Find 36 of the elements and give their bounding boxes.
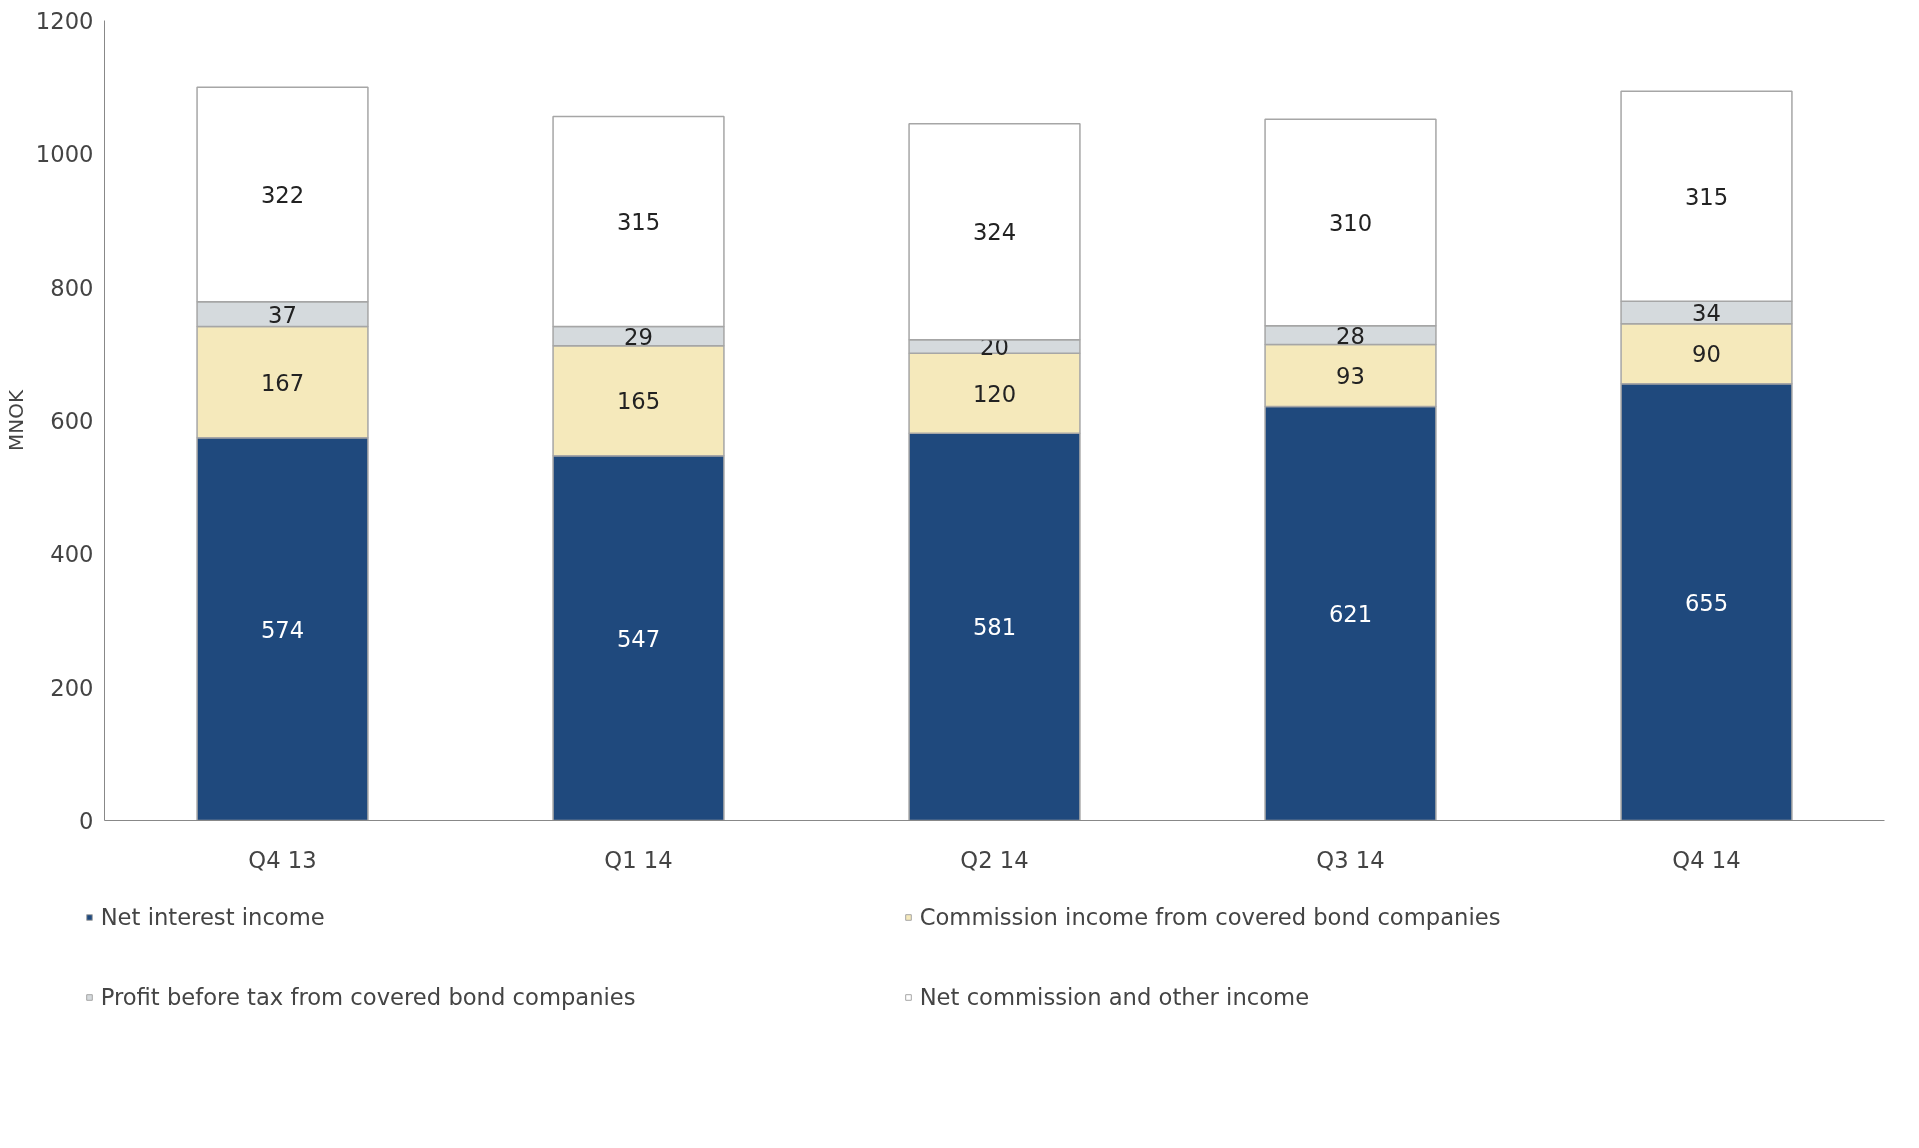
y-tick-label: 200 [50,674,94,701]
legend-label: Commission income from covered bond companies [919,904,1502,930]
data-label: 120 [972,380,1017,407]
x-tick-label: Q4 14 [1672,846,1741,873]
y-tick-label: 1000 [35,141,94,168]
legend-label: Profit before tax from covered bond companies [100,984,637,1010]
data-label: 547 [616,625,661,652]
data-label: 655 [1684,589,1729,616]
y-tick-label: 400 [50,541,94,568]
legend-label: Net interest income [100,904,326,930]
data-label: 165 [616,388,661,415]
x-tick-label: Q4 13 [248,846,317,873]
data-label: 621 [1328,601,1373,627]
data-label: 28 [1336,322,1365,349]
data-label: 34 [1692,300,1721,326]
y-tick-label: 1200 [35,8,94,34]
data-label: 322 [260,182,305,208]
x-tick-label: Q1 14 [604,846,673,873]
data-label: 167 [260,369,305,396]
data-label: 29 [624,323,653,350]
data-label: 93 [1336,363,1365,389]
data-label: 581 [972,614,1017,641]
y-axis-title: MNOK [3,389,28,452]
data-label: 310 [1328,210,1373,236]
y-tick-label: 600 [50,408,94,434]
y-tick-label: 800 [50,274,94,301]
data-label: 37 [268,301,297,328]
x-tick-label: Q3 14 [1316,846,1385,873]
legend-label: Net commission and other income [919,984,1311,1010]
data-label: 315 [616,209,661,235]
data-label: 324 [972,219,1017,246]
data-label: 90 [1692,341,1721,368]
data-label: 315 [1684,183,1729,210]
data-label: 574 [260,616,305,643]
x-tick-label: Q2 14 [960,846,1029,873]
y-tick-label: 0 [79,808,94,834]
